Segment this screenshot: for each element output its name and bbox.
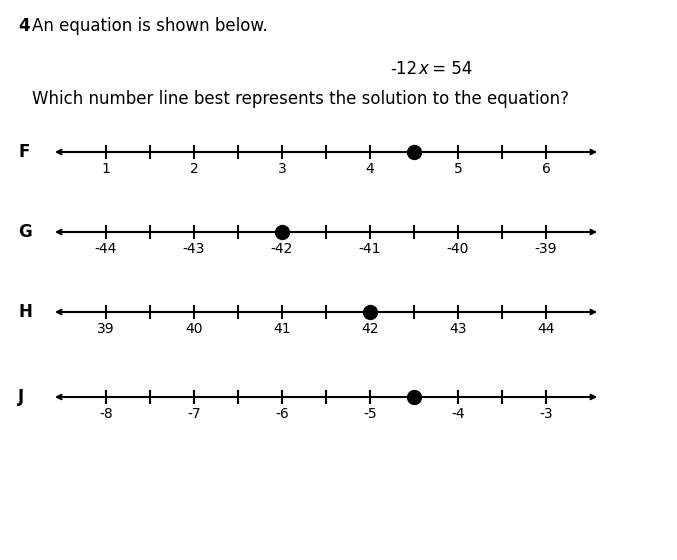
- Text: -44: -44: [95, 242, 117, 256]
- Text: 4: 4: [366, 162, 374, 176]
- Text: -42: -42: [271, 242, 293, 256]
- Text: 5: 5: [454, 162, 462, 176]
- Text: -5: -5: [363, 407, 377, 421]
- Text: 44: 44: [538, 322, 554, 336]
- Text: -7: -7: [187, 407, 201, 421]
- Text: -12: -12: [390, 60, 417, 78]
- Text: 43: 43: [450, 322, 466, 336]
- Text: -3: -3: [539, 407, 553, 421]
- Text: -6: -6: [275, 407, 289, 421]
- Text: G: G: [18, 223, 32, 241]
- Text: -39: -39: [535, 242, 557, 256]
- Text: -8: -8: [99, 407, 113, 421]
- Text: -40: -40: [447, 242, 469, 256]
- Text: x: x: [418, 60, 428, 78]
- Text: F: F: [18, 143, 29, 161]
- Text: J: J: [18, 388, 24, 406]
- Text: -4: -4: [451, 407, 465, 421]
- Text: 4: 4: [18, 17, 30, 35]
- Text: 40: 40: [185, 322, 202, 336]
- Text: 1: 1: [102, 162, 110, 176]
- Text: = 54: = 54: [427, 60, 473, 78]
- Text: 41: 41: [274, 322, 291, 336]
- Text: 2: 2: [190, 162, 198, 176]
- Text: -41: -41: [359, 242, 381, 256]
- Text: Which number line best represents the solution to the equation?: Which number line best represents the so…: [32, 90, 569, 108]
- Text: -43: -43: [183, 242, 205, 256]
- Text: 3: 3: [278, 162, 286, 176]
- Text: 6: 6: [542, 162, 550, 176]
- Text: 42: 42: [362, 322, 378, 336]
- Text: An equation is shown below.: An equation is shown below.: [32, 17, 267, 35]
- Text: H: H: [18, 303, 32, 321]
- Text: 39: 39: [97, 322, 115, 336]
